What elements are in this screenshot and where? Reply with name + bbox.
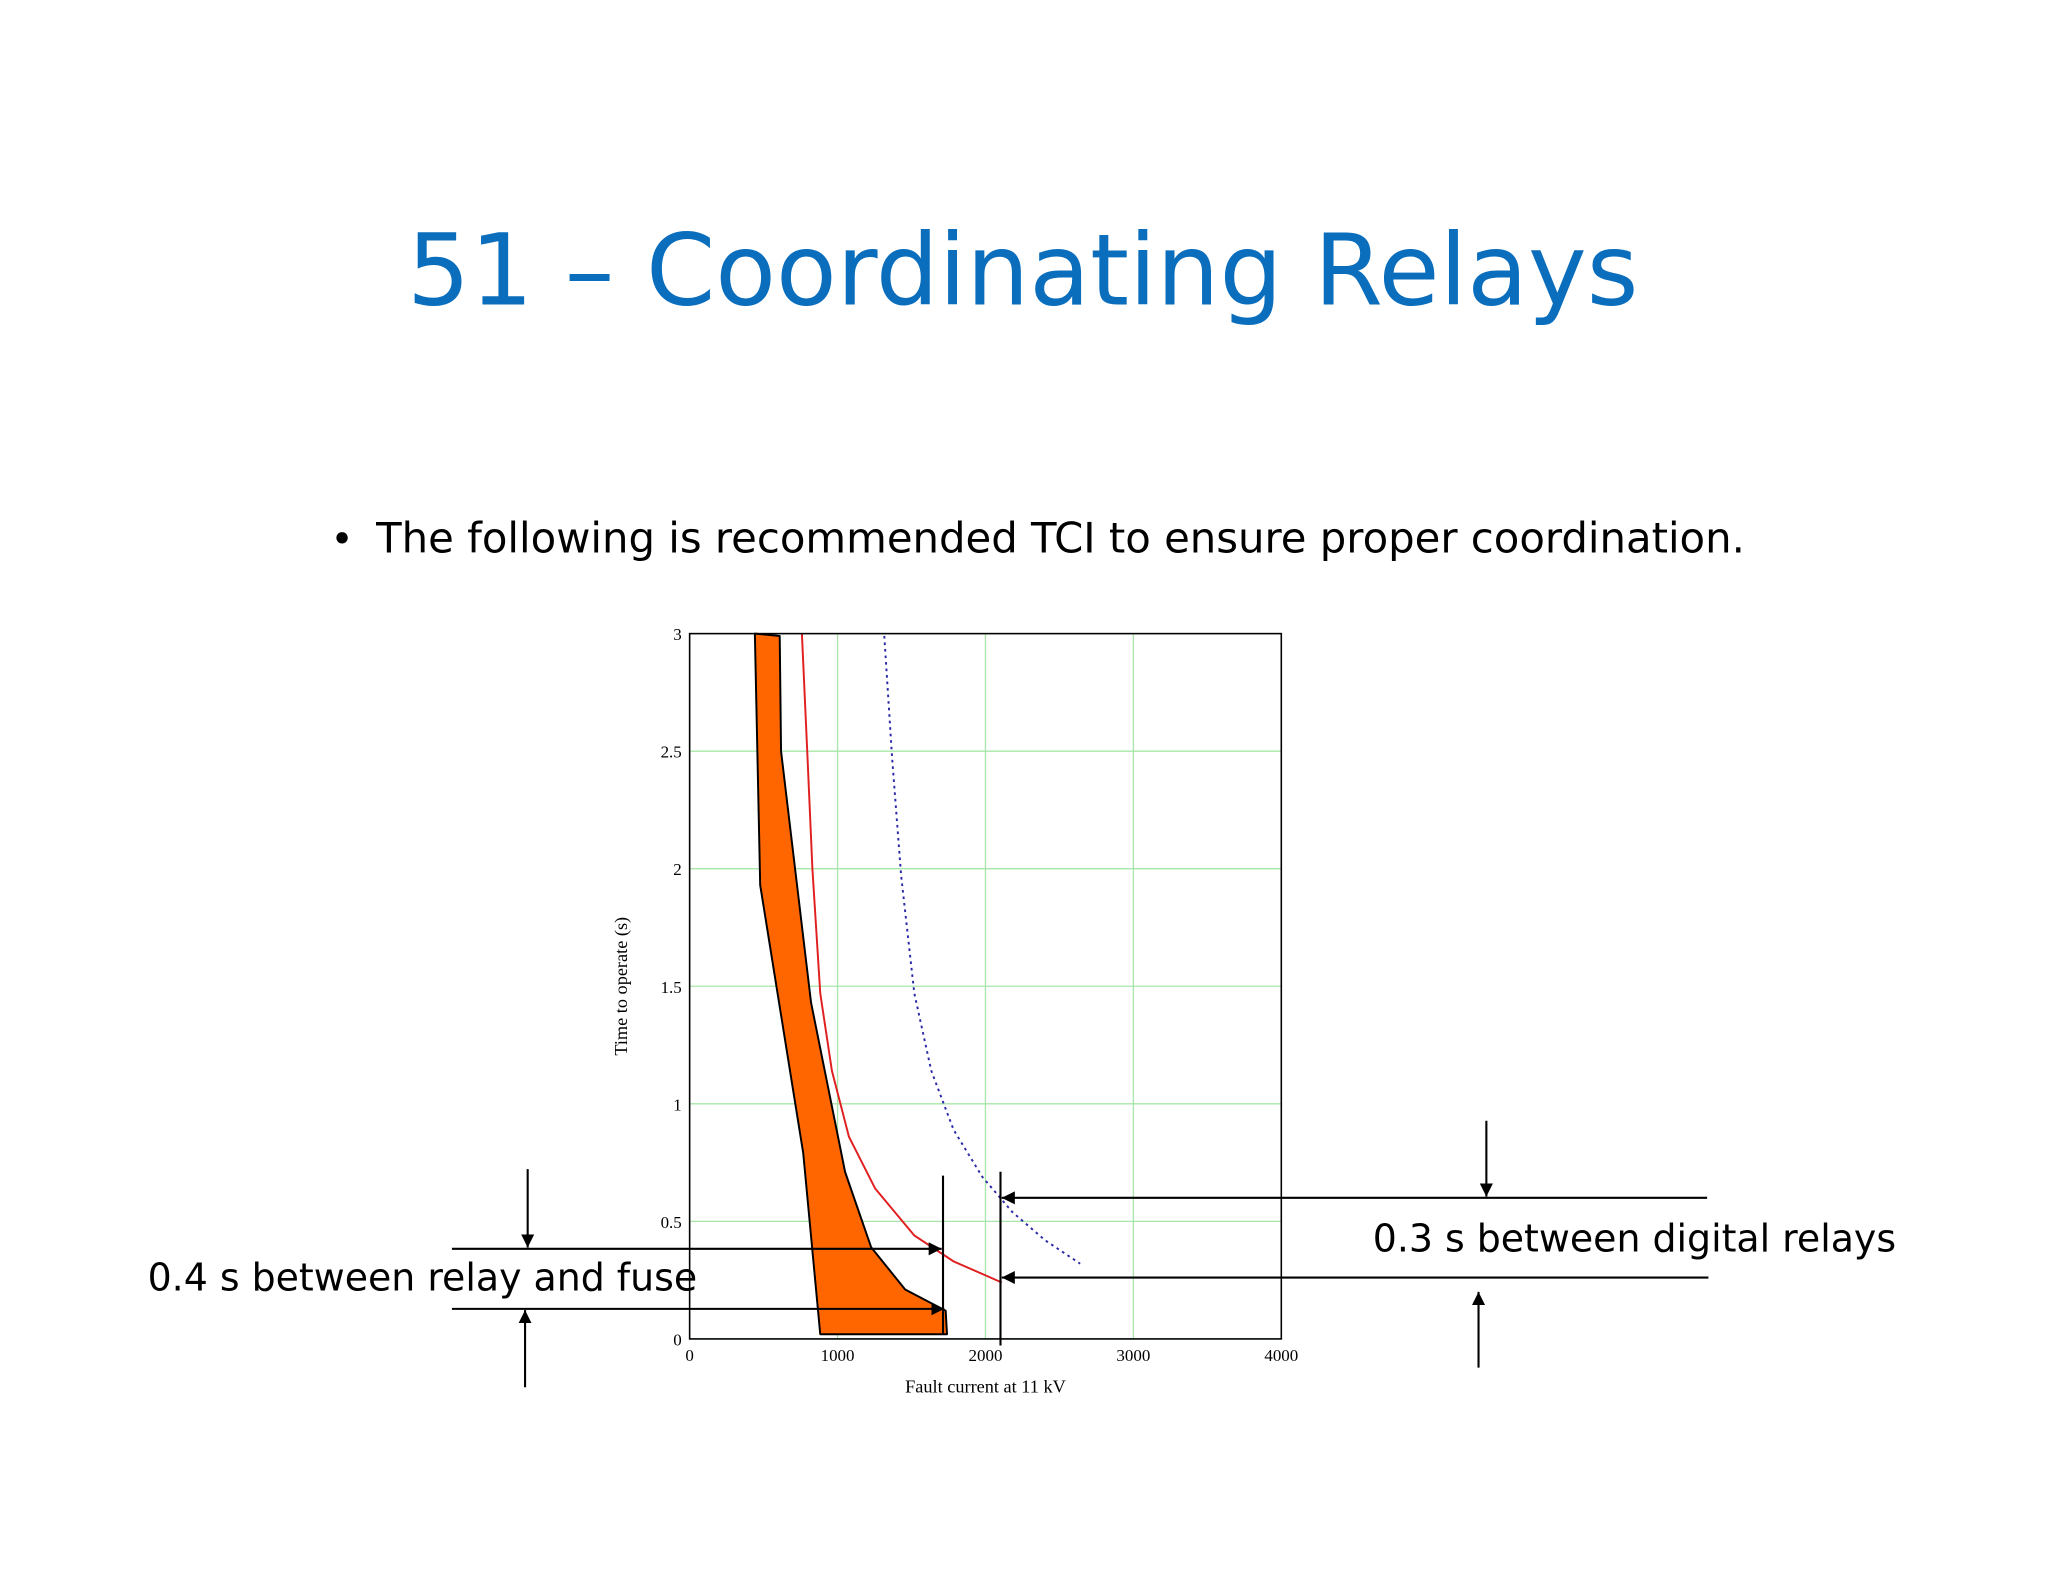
bullet-dot: • bbox=[330, 518, 353, 563]
annotation: 0.4 s between relay and fuse bbox=[148, 1256, 698, 1300]
y-tick-label: 1.5 bbox=[661, 978, 682, 997]
y-axis-label: Time to operate (s) bbox=[611, 917, 632, 1056]
x-axis-label: Fault current at 11 kV bbox=[905, 1376, 1066, 1396]
bullet-text: The following is recommended TCI to ensu… bbox=[375, 514, 1745, 563]
y-tick-label: 1 bbox=[673, 1095, 681, 1114]
x-tick-label: 4000 bbox=[1264, 1346, 1298, 1365]
x-tick-label: 1000 bbox=[821, 1346, 855, 1365]
y-tick-label: 0.5 bbox=[661, 1213, 682, 1232]
y-tick-label: 2.5 bbox=[661, 743, 682, 762]
plot: 0 1000 2000 3000 4000 0 0.5 1 1.5 2 2.5 3 Fault curr… bbox=[611, 625, 1298, 1396]
x-tick-label: 0 bbox=[685, 1346, 693, 1365]
slide-title: 51 – Coordinating Relays bbox=[407, 213, 1638, 328]
y-tick-label: 2 bbox=[673, 860, 681, 879]
y-tick-label: 0 bbox=[673, 1330, 681, 1349]
fuse-band bbox=[753, 632, 948, 1336]
plot-border bbox=[688, 632, 1283, 1340]
annotation: 0.3 s between digital relays bbox=[1373, 1216, 1896, 1260]
annotation-arrows bbox=[451, 1120, 1709, 1388]
x-tick-label: 2000 bbox=[969, 1346, 1003, 1365]
y-tick-label: 3 bbox=[673, 625, 681, 644]
x-tick-label: 3000 bbox=[1116, 1346, 1150, 1365]
